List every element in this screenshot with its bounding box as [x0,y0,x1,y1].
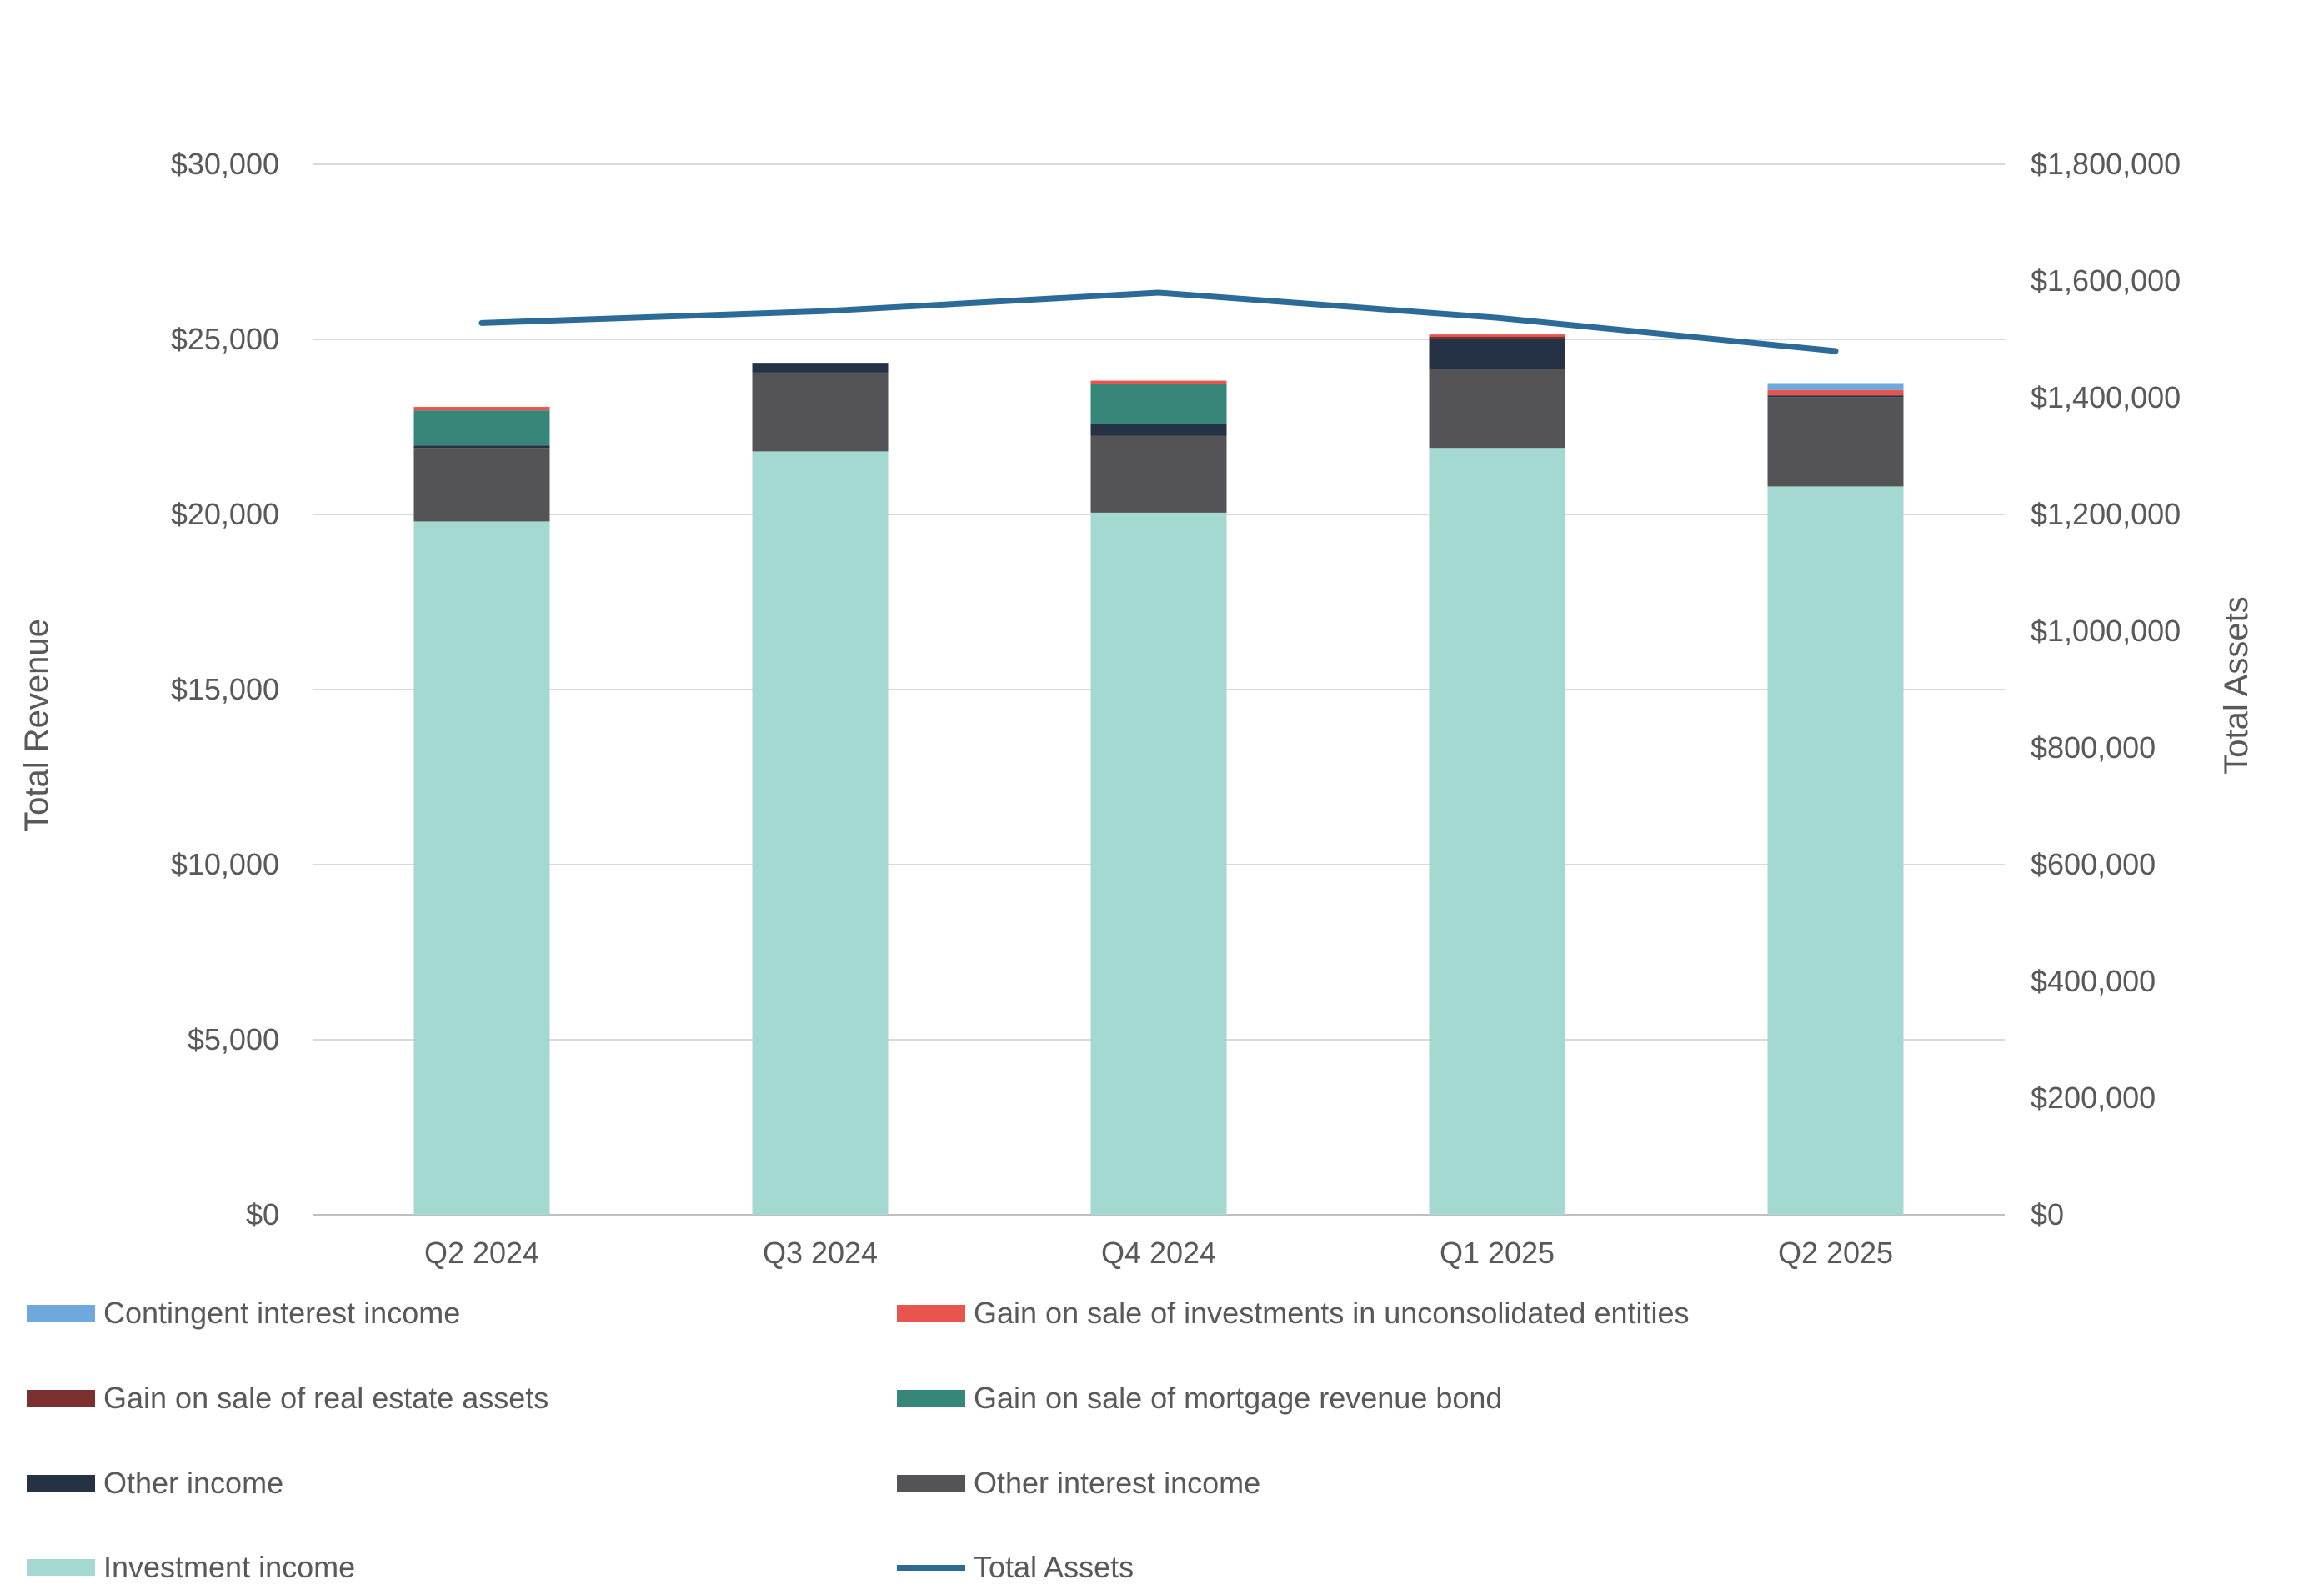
legend-swatch [27,1475,95,1492]
legend-label: Total Assets [974,1550,1134,1584]
y-tick-label: $20,000 [171,497,279,531]
legend-item-total-assets: Total Assets [897,1547,1134,1588]
bar-segment [1767,395,1904,398]
y2-tick-label: $1,400,000 [2031,380,2181,414]
y-axis-title: Total Revenue [18,619,55,832]
legend-label: Other income [103,1466,284,1500]
y-tick-label: $5,000 [188,1022,279,1056]
legend-swatch [897,1475,965,1492]
axis-ticks: $0 $5,000 $10,000 $15,000 $20,000 $25,000 $30,… [171,147,2181,1270]
legend-label: Gain on sale of investments in unconsoli… [974,1296,1690,1330]
bar-segment [1090,512,1227,1215]
bar-segment [413,521,550,1215]
y2-tick-label: $1,200,000 [2031,497,2181,531]
bar-segment [413,448,550,522]
bar-segment [1767,397,1904,487]
legend-item-gain-real-estate-assets: Gain on sale of real estate assets [27,1377,548,1419]
legend-item-other-interest-income: Other interest income [897,1462,1260,1504]
y2-tick-label: $0 [2031,1197,2064,1231]
legend-line-swatch [897,1564,965,1571]
legend-label: Gain on sale of real estate assets [103,1381,549,1415]
x-tick-label: Q2 2024 [424,1236,539,1270]
legend-item-other-income: Other income [27,1462,283,1504]
bar-segment [413,407,550,411]
y2-tick-label: $600,000 [2031,847,2156,881]
bar-segment [1090,380,1227,384]
total-assets-line-layer [478,289,1839,354]
y2-tick-label: $800,000 [2031,730,2156,765]
y-tick-label: $10,000 [171,847,279,881]
legend-swatch [27,1390,95,1407]
bar-segment [752,451,889,1215]
x-tick-label: Q1 2025 [1440,1236,1555,1270]
legend-swatch [897,1390,965,1407]
bar-segment [752,363,889,373]
bar-segment [1090,435,1227,513]
legend-label: Investment income [103,1550,356,1584]
y2-axis-title: Total Assets [2218,596,2255,774]
bar-segment [1429,334,1565,337]
bar-segment [1429,369,1565,449]
y-tick-label: $0 [246,1197,279,1231]
y2-tick-label: $400,000 [2031,964,2156,998]
revenue-assets-chart: $0 $5,000 $10,000 $15,000 $20,000 $25,000 $30,… [18,147,2255,1270]
total-assets-line [478,289,1839,354]
x-tick-label: Q2 2025 [1778,1236,1893,1270]
legend: Contingent interest income Gain on sale … [0,1276,2324,1595]
y-tick-label: $25,000 [171,322,279,356]
bar-segment [413,445,550,449]
y2-tick-label: $200,000 [2031,1081,2156,1115]
bar-segment [1429,339,1565,369]
legend-item-gain-investments-unconsolidated: Gain on sale of investments in unconsoli… [897,1292,1690,1334]
legend-swatch [27,1305,95,1322]
bar-segment [1767,389,1904,396]
legend-swatch [897,1305,965,1322]
x-tick-label: Q4 2024 [1101,1236,1216,1270]
legend-item-contingent-interest-income: Contingent interest income [27,1292,460,1334]
legend-item-investment-income: Investment income [27,1547,355,1588]
bar-segment [413,410,550,446]
bar-segment [1767,383,1904,390]
bars [413,334,1904,1215]
legend-label: Other interest income [974,1466,1261,1500]
bar-segment [752,372,889,452]
bar-segment [1429,336,1565,339]
y2-tick-label: $1,600,000 [2031,263,2181,298]
bar-segment [1090,384,1227,424]
y-tick-label: $30,000 [171,147,279,181]
y2-tick-label: $1,000,000 [2031,614,2181,648]
y2-tick-label: $1,800,000 [2031,147,2181,181]
legend-label: Gain on sale of mortgage revenue bond [974,1381,1503,1415]
bar-segment [1429,448,1565,1215]
y-tick-label: $15,000 [171,672,279,706]
bar-segment [1090,424,1227,436]
bar-segment [1767,486,1904,1215]
x-tick-label: Q3 2024 [763,1236,878,1270]
legend-label: Contingent interest income [103,1296,461,1330]
legend-item-gain-mortgage-revenue-bond: Gain on sale of mortgage revenue bond [897,1377,1502,1419]
legend-swatch [27,1559,95,1576]
